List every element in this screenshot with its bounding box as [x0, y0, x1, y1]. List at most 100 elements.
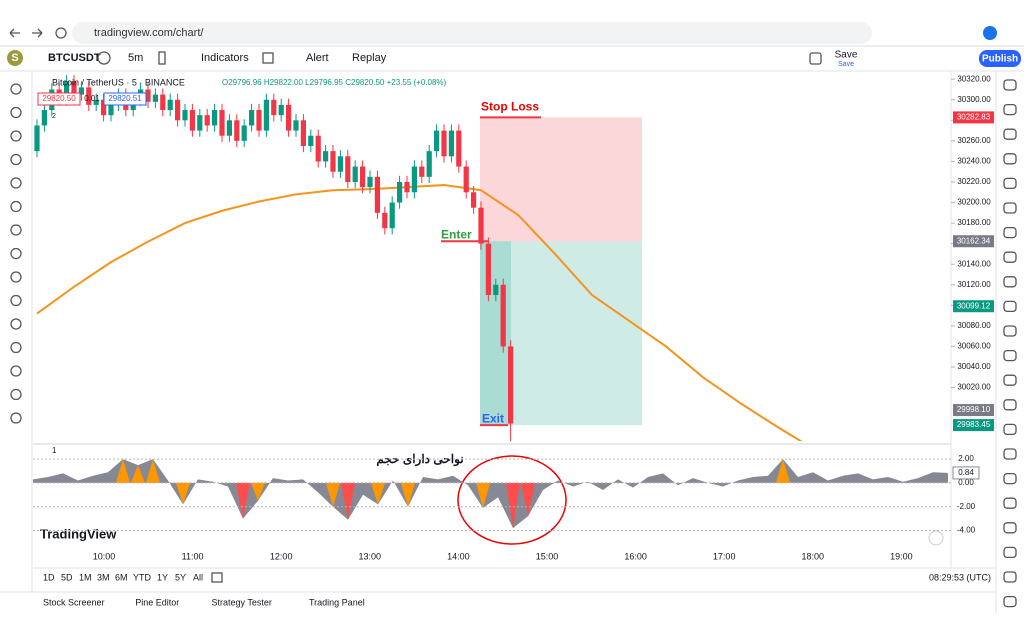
- fullscreen[interactable]: [809, 52, 822, 65]
- tool-icon[interactable]: [10, 177, 22, 189]
- range-button[interactable]: 5Y: [175, 572, 186, 582]
- tool-icon[interactable]: [10, 294, 22, 307]
- tool-icon[interactable]: [10, 106, 22, 119]
- tool-icon[interactable]: [10, 224, 22, 236]
- candle-body: [160, 94, 166, 111]
- range-button[interactable]: 1M: [79, 572, 92, 582]
- bottom-tab[interactable]: Pine Editor: [135, 597, 179, 607]
- candle-body: [64, 81, 70, 100]
- side-icon[interactable]: [1003, 522, 1017, 534]
- y-tick-label: 30080.00: [957, 321, 991, 330]
- tool-icon[interactable]: [10, 83, 22, 95]
- side-icon[interactable]: [1003, 472, 1017, 485]
- bottom-tab[interactable]: Strategy Tester: [212, 597, 272, 607]
- range-button[interactable]: 1D: [43, 572, 55, 582]
- tool-icon[interactable]: [10, 388, 22, 401]
- publish-button[interactable]: [979, 50, 1021, 67]
- candle-body: [34, 125, 40, 152]
- side-icon[interactable]: [1003, 497, 1017, 509]
- candle-body: [404, 181, 410, 193]
- tool-icon[interactable]: [10, 247, 22, 260]
- reload[interactable]: [55, 27, 67, 39]
- range-button[interactable]: 5D: [61, 572, 73, 582]
- candle-body: [78, 87, 84, 95]
- side-icon[interactable]: [1003, 448, 1017, 460]
- scroll-button[interactable]: [928, 530, 944, 546]
- side-icon[interactable]: [1003, 349, 1017, 362]
- indicator-pane: [33, 459, 948, 529]
- bottom-tab[interactable]: Trading Panel: [309, 597, 365, 607]
- range-button[interactable]: 1Y: [157, 572, 168, 582]
- bottom-tab[interactable]: Stock Screener: [43, 597, 105, 607]
- range-button[interactable]: 3M: [97, 572, 110, 582]
- x-tick-label: 15:00: [536, 551, 559, 561]
- current-value-box: [952, 466, 980, 480]
- tool-icon[interactable]: [10, 153, 22, 166]
- tool-icon[interactable]: [10, 318, 22, 330]
- side-icon[interactable]: [1003, 128, 1017, 140]
- y-tick-label: 30180.00: [957, 218, 991, 227]
- candle-body: [175, 99, 181, 121]
- range-button[interactable]: All: [193, 572, 203, 582]
- side-icon[interactable]: [1003, 153, 1017, 165]
- tool-icon[interactable]: [10, 365, 22, 377]
- candle-body: [485, 243, 491, 296]
- profile[interactable]: [983, 26, 997, 40]
- side-icon[interactable]: [1003, 251, 1017, 263]
- replay[interactable]: Replay: [352, 52, 387, 64]
- side-icon[interactable]: [1003, 374, 1017, 386]
- y-tick-label: 30220.00: [957, 177, 991, 186]
- range-button[interactable]: YTD: [133, 572, 152, 582]
- side-icon[interactable]: [1003, 79, 1017, 91]
- candle-body: [219, 110, 225, 136]
- side-icon[interactable]: [1003, 226, 1017, 239]
- oscillator-highlight: [146, 459, 160, 483]
- side-icon[interactable]: [1003, 423, 1017, 436]
- oscillator-highlight: [116, 459, 130, 483]
- y-tick-label: 2.00: [958, 454, 974, 463]
- nav-arrows[interactable]: [9, 28, 43, 38]
- tool-icon[interactable]: [10, 130, 22, 142]
- side-icon[interactable]: [1003, 325, 1017, 337]
- y-tick-label: 30240.00: [957, 157, 991, 166]
- side-icon[interactable]: [1003, 571, 1017, 583]
- ask-box: [103, 92, 147, 106]
- goto-date[interactable]: [211, 572, 223, 583]
- layouts[interactable]: [262, 52, 274, 64]
- compare[interactable]: [97, 51, 111, 65]
- side-icon[interactable]: [1003, 546, 1017, 559]
- tool-icon[interactable]: [10, 200, 22, 213]
- side-icon[interactable]: [1003, 399, 1017, 411]
- annotation: نواحی دارای حجم: [376, 452, 463, 467]
- x-tick-label: 19:00: [890, 551, 913, 561]
- target-zone: [480, 241, 642, 426]
- save[interactable]: Save: [835, 50, 858, 61]
- clock: 08:29:53 (UTC): [929, 572, 991, 582]
- chart-type[interactable]: [158, 51, 166, 65]
- candle-body: [352, 166, 358, 182]
- side-icon[interactable]: [1003, 202, 1017, 214]
- side-icon[interactable]: [1003, 177, 1017, 190]
- address-bar[interactable]: [72, 22, 872, 44]
- indicators[interactable]: Indicators: [201, 52, 249, 64]
- interval[interactable]: 5m: [128, 52, 143, 64]
- symbol[interactable]: BTCUSDT: [48, 52, 101, 64]
- x-tick-label: 14:00: [447, 551, 470, 561]
- candle-body: [189, 110, 195, 131]
- y-tick-label: 30060.00: [957, 342, 991, 351]
- left-toolbar: [10, 83, 22, 424]
- candle-body: [389, 202, 395, 229]
- side-icon[interactable]: [1003, 103, 1017, 116]
- tool-icon[interactable]: [10, 271, 22, 283]
- tool-icon[interactable]: [10, 341, 22, 354]
- y-tick-label: 30300.00: [957, 95, 991, 104]
- side-icon[interactable]: [1003, 595, 1017, 608]
- price-label: 30162.34: [957, 236, 991, 245]
- tool-icon[interactable]: [10, 412, 22, 424]
- range-button[interactable]: 6M: [115, 572, 128, 582]
- side-icon[interactable]: [1003, 300, 1017, 313]
- candle-body: [448, 130, 454, 157]
- side-icon[interactable]: [1003, 276, 1017, 288]
- avatar[interactable]: [7, 50, 23, 66]
- alert[interactable]: Alert: [306, 52, 329, 64]
